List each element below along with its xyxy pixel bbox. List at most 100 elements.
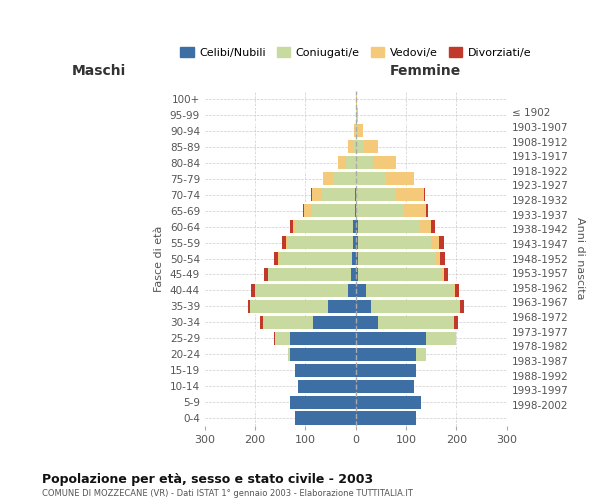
Bar	[295, 412, 356, 424]
Bar	[364, 140, 379, 153]
Bar	[358, 268, 442, 281]
Bar	[288, 236, 353, 249]
Bar	[356, 124, 358, 138]
Bar	[322, 188, 355, 202]
Bar	[356, 412, 416, 424]
Bar	[356, 92, 357, 106]
Bar	[280, 252, 352, 265]
Bar	[263, 316, 313, 329]
Bar	[268, 268, 351, 281]
Bar	[248, 300, 250, 313]
Bar	[373, 156, 396, 170]
Text: COMUNE DI MOZZECANE (VR) - Dati ISTAT 1° gennaio 2003 - Elaborazione TUTTITALIA.: COMUNE DI MOZZECANE (VR) - Dati ISTAT 1°…	[42, 489, 413, 498]
Bar	[313, 316, 356, 329]
Bar	[442, 268, 444, 281]
Bar	[358, 124, 364, 138]
Bar	[356, 396, 421, 408]
Bar	[293, 220, 295, 233]
Bar	[379, 316, 454, 329]
Bar	[290, 332, 356, 345]
Bar	[346, 156, 356, 170]
Bar	[356, 108, 357, 122]
Bar	[338, 156, 346, 170]
Bar	[312, 188, 322, 202]
Bar	[260, 316, 263, 329]
Bar	[444, 268, 448, 281]
Bar	[356, 268, 358, 281]
Bar	[328, 300, 356, 313]
Bar	[356, 316, 379, 329]
Bar	[371, 300, 459, 313]
Text: Maschi: Maschi	[72, 64, 127, 78]
Bar	[396, 188, 424, 202]
Bar	[358, 252, 436, 265]
Bar	[440, 252, 445, 265]
Bar	[436, 252, 440, 265]
Bar	[348, 284, 356, 297]
Bar	[356, 156, 373, 170]
Bar	[416, 348, 426, 360]
Bar	[431, 236, 439, 249]
Bar	[264, 268, 268, 281]
Bar	[290, 220, 293, 233]
Bar	[355, 204, 356, 217]
Bar	[356, 332, 426, 345]
Bar	[356, 188, 396, 202]
Bar	[455, 284, 459, 297]
Bar	[275, 332, 290, 345]
Bar	[303, 204, 304, 217]
Bar	[353, 236, 356, 249]
Bar	[358, 236, 431, 249]
Bar	[356, 220, 358, 233]
Bar	[352, 252, 356, 265]
Bar	[255, 284, 348, 297]
Bar	[353, 220, 356, 233]
Bar	[460, 300, 464, 313]
Bar	[251, 284, 255, 297]
Bar	[354, 124, 355, 138]
Bar	[356, 204, 404, 217]
Bar	[355, 124, 356, 138]
Bar	[298, 380, 356, 392]
Bar	[311, 188, 312, 202]
Bar	[278, 252, 280, 265]
Bar	[459, 300, 460, 313]
Text: Popolazione per età, sesso e stato civile - 2003: Popolazione per età, sesso e stato civil…	[42, 472, 373, 486]
Bar	[304, 204, 312, 217]
Bar	[355, 188, 356, 202]
Bar	[356, 364, 416, 376]
Bar	[356, 252, 358, 265]
Bar	[323, 172, 333, 186]
Bar	[353, 140, 356, 153]
Bar	[454, 316, 458, 329]
Bar	[356, 236, 358, 249]
Bar	[356, 140, 364, 153]
Bar	[290, 396, 356, 408]
Bar	[356, 380, 413, 392]
Bar	[404, 204, 426, 217]
Bar	[426, 332, 457, 345]
Y-axis label: Fasce di età: Fasce di età	[154, 226, 164, 292]
Text: Femmine: Femmine	[389, 64, 461, 78]
Bar	[295, 364, 356, 376]
Bar	[348, 140, 353, 153]
Bar	[274, 252, 278, 265]
Bar	[426, 204, 428, 217]
Bar	[283, 236, 286, 249]
Bar	[356, 284, 366, 297]
Bar	[295, 220, 353, 233]
Bar	[274, 332, 275, 345]
Bar	[386, 172, 413, 186]
Y-axis label: Anni di nascita: Anni di nascita	[575, 218, 585, 300]
Bar	[356, 300, 371, 313]
Bar	[366, 284, 454, 297]
Bar	[454, 284, 455, 297]
Bar	[290, 348, 356, 360]
Bar	[250, 300, 328, 313]
Bar	[356, 172, 386, 186]
Bar	[358, 220, 419, 233]
Bar	[333, 172, 356, 186]
Bar	[286, 236, 288, 249]
Bar	[351, 268, 356, 281]
Legend: Celibi/Nubili, Coniugati/e, Vedovi/e, Divorziati/e: Celibi/Nubili, Coniugati/e, Vedovi/e, Di…	[176, 43, 536, 62]
